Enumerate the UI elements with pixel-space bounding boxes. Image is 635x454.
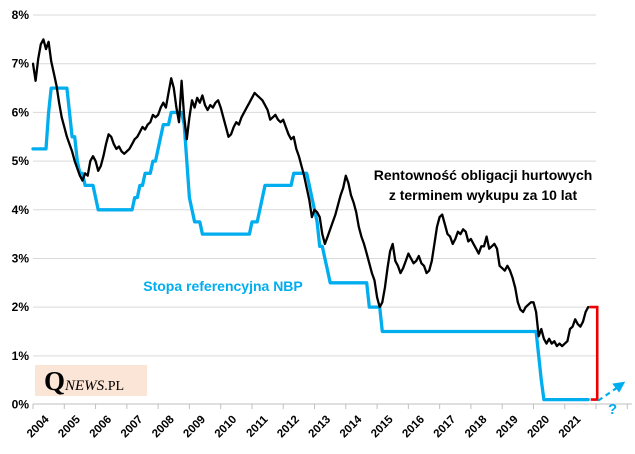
bond-series-label-line2: z terminem wykupu za 10 lat: [389, 187, 578, 203]
annotation-layer: [589, 305, 626, 402]
grid-layer: [33, 14, 596, 357]
x-tick-label-2017: 2017: [432, 414, 459, 441]
logo-pl: .PL: [104, 379, 124, 394]
series-layer: [31, 38, 590, 402]
gap-bracket: [589, 305, 599, 401]
y-tick-label-1%: 1%: [12, 349, 30, 363]
rate-series-label: Stopa referencyjna NBP: [143, 278, 303, 294]
x-tick-label-2019: 2019: [494, 414, 521, 441]
x-tick-label-2004: 2004: [25, 413, 52, 440]
y-tick-label-3%: 3%: [12, 251, 30, 265]
y-tick-label-4%: 4%: [12, 203, 30, 217]
logo-text: QNEWS.PL: [44, 366, 124, 396]
x-tick-label-2021: 2021: [557, 413, 584, 440]
x-tick-label-2008: 2008: [150, 413, 177, 440]
bond-yield-10y-line: [31, 38, 590, 348]
y-tick-label-0%: 0%: [12, 398, 30, 412]
x-tick-label-2005: 2005: [56, 413, 83, 440]
forecast-arrow-head: [612, 381, 626, 393]
y-tick-label-6%: 6%: [12, 105, 30, 119]
x-tick-label-2013: 2013: [307, 414, 334, 441]
x-tick-label-2018: 2018: [463, 413, 490, 440]
x-tick-label-2014: 2014: [338, 413, 365, 440]
bond-series-label-line1: Rentowność obligacji hurtowych: [374, 167, 593, 183]
x-tick-label-2006: 2006: [88, 414, 115, 441]
x-tick-label-2020: 2020: [526, 414, 553, 441]
logo-news: NEWS: [64, 378, 105, 394]
logo-background: [35, 365, 147, 396]
x-tick-label-2011: 2011: [244, 413, 271, 440]
y-tick-label-2%: 2%: [12, 300, 30, 314]
x-tick-label-2010: 2010: [213, 414, 240, 441]
x-tick-label-2009: 2009: [181, 414, 208, 441]
x-tick-label-2015: 2015: [369, 413, 396, 440]
x-tick-label-2012: 2012: [275, 414, 302, 441]
logo: QNEWS.PL: [35, 365, 147, 396]
question-mark: ?: [608, 401, 617, 418]
y-tick-label-7%: 7%: [12, 57, 30, 71]
x-tick-label-2007: 2007: [119, 414, 146, 441]
x-tick-label-2016: 2016: [400, 414, 427, 441]
forecast-arrow-shaft: [597, 386, 618, 402]
y-tick-label-5%: 5%: [12, 154, 30, 168]
nbp-reference-rate-line: [31, 86, 590, 402]
y-tick-label-8%: 8%: [12, 8, 30, 22]
logo-q: Q: [44, 366, 65, 396]
